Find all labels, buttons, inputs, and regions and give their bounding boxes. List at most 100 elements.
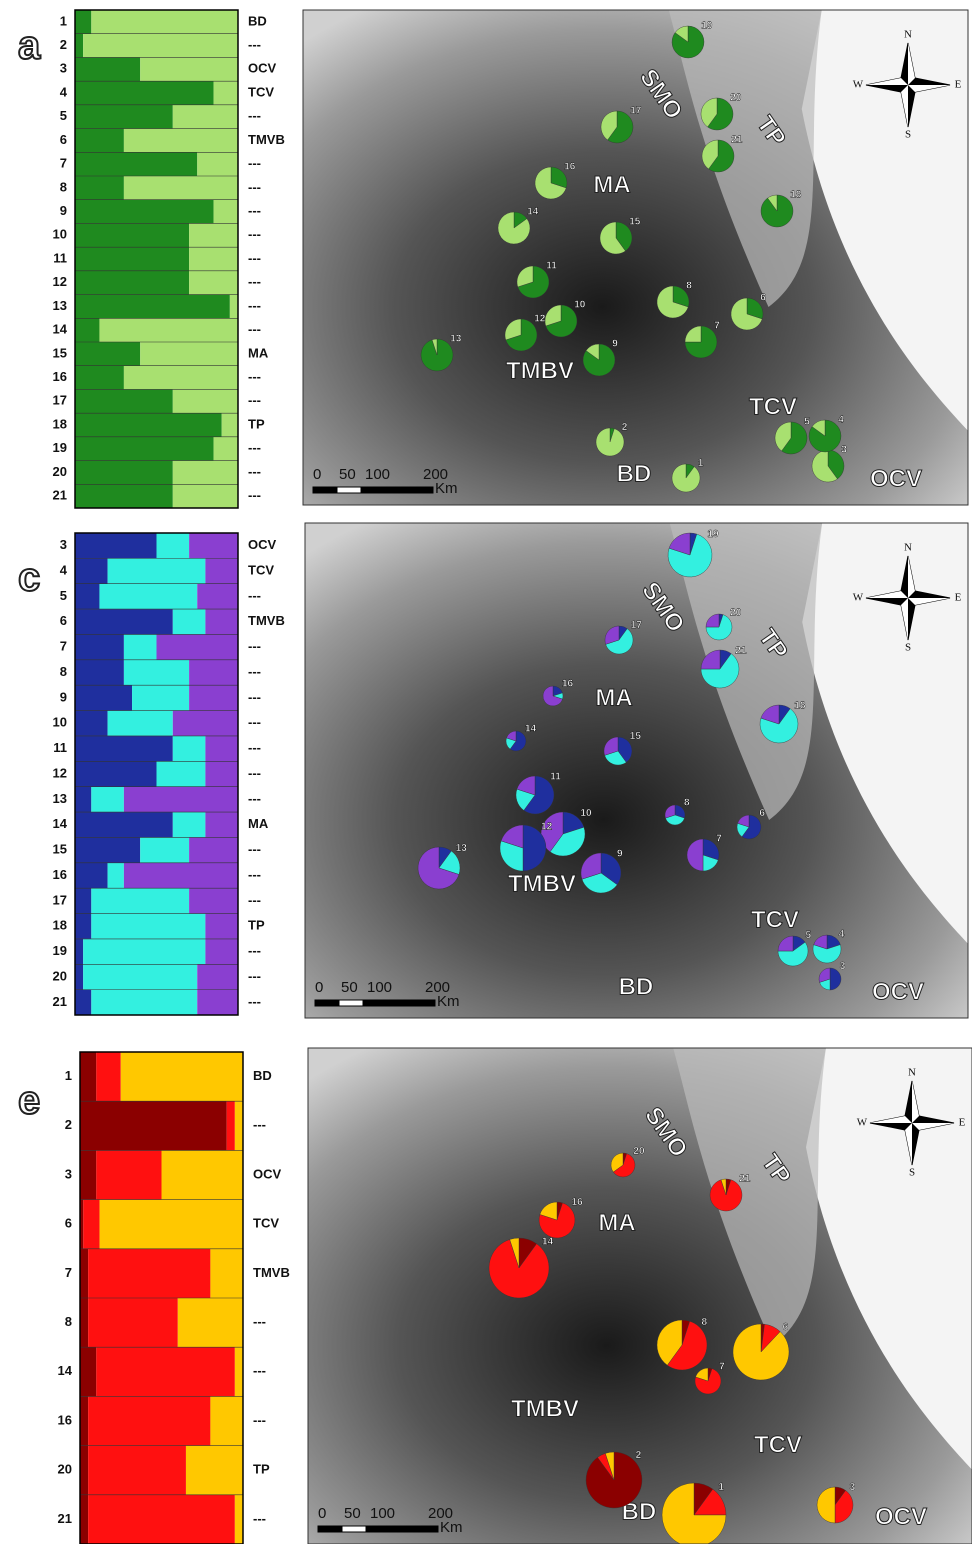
pop-number: 20 xyxy=(53,464,67,479)
ancestry-bar xyxy=(229,294,238,319)
ancestry-bar xyxy=(123,176,238,200)
ancestry-bar xyxy=(75,484,173,508)
pie-slice xyxy=(613,1153,636,1178)
group-label: --- xyxy=(248,250,261,265)
group-label: TP xyxy=(253,1462,270,1477)
pie-slice xyxy=(550,166,568,189)
pie-number: 8 xyxy=(684,798,690,809)
ancestry-bar xyxy=(107,710,173,736)
pie-slice xyxy=(505,318,538,352)
pop-number: 16 xyxy=(53,867,67,882)
pie-slice xyxy=(544,304,562,327)
ancestry-bar xyxy=(156,634,238,660)
pie-number: 6 xyxy=(759,808,765,819)
pie-slice xyxy=(605,1451,615,1481)
group-label: --- xyxy=(253,1117,266,1132)
pie-slice xyxy=(585,343,600,361)
ancestry-bar xyxy=(210,1396,243,1446)
pop-number: 18 xyxy=(53,918,67,933)
pie-slice xyxy=(705,614,733,641)
pop-number: 8 xyxy=(65,1314,72,1329)
pie-number: 12 xyxy=(534,313,546,324)
pop-number: 6 xyxy=(60,132,67,147)
bar-frame xyxy=(74,9,239,509)
ancestry-bar xyxy=(75,812,173,838)
ancestry-bar xyxy=(91,989,198,1015)
ancestry-bar xyxy=(197,989,238,1015)
pop-number: 12 xyxy=(53,765,67,780)
region-label: TMBV xyxy=(511,1395,579,1422)
ancestry-bar xyxy=(185,1445,243,1495)
group-label: --- xyxy=(248,588,261,603)
pop-number: 10 xyxy=(53,715,67,730)
pie-slice xyxy=(746,297,764,320)
region-label: OCV xyxy=(870,465,922,492)
pop-number: 14 xyxy=(53,322,68,337)
ancestry-bar xyxy=(156,533,190,559)
ancestry-bar xyxy=(88,1445,186,1495)
scale-segment xyxy=(336,486,362,494)
scale-label: 50 xyxy=(344,1505,361,1522)
ancestry-bar xyxy=(213,81,238,105)
pie-number: 17 xyxy=(630,105,642,116)
region-label: MA xyxy=(595,684,632,711)
pie-number: 14 xyxy=(525,724,537,735)
pie-slice xyxy=(829,967,842,991)
ancestry-bar xyxy=(140,57,238,82)
group-label: --- xyxy=(248,322,261,337)
scale-label: 50 xyxy=(339,466,356,483)
pop-number: 11 xyxy=(53,250,67,265)
ancestry-bar xyxy=(234,1347,243,1397)
pop-number: 7 xyxy=(60,639,67,654)
pie-number: 21 xyxy=(739,1173,751,1184)
compass-letter: W xyxy=(853,79,864,91)
group-label: TMVB xyxy=(248,613,285,628)
compass-letter: E xyxy=(955,79,962,91)
ancestry-bar xyxy=(213,199,238,224)
ancestry-bar xyxy=(75,342,141,366)
ancestry-bar xyxy=(210,1248,243,1298)
pie-number: 7 xyxy=(714,320,720,331)
ancestry-bar xyxy=(75,837,141,863)
ancestry-bar xyxy=(75,989,92,1015)
ancestry-bar xyxy=(177,1298,243,1348)
ancestry-bar xyxy=(83,938,206,965)
ancestry-bar xyxy=(189,659,238,686)
pie-slice xyxy=(661,1482,727,1548)
ancestry-bar xyxy=(88,1396,211,1446)
pie-slice xyxy=(700,653,740,689)
ancestry-bar xyxy=(75,634,124,660)
ancestry-bar xyxy=(107,862,124,889)
compass-letter: S xyxy=(905,129,911,141)
ancestry-bar xyxy=(80,1248,89,1298)
pie-slice xyxy=(603,736,619,756)
ancestry-bar xyxy=(120,1052,243,1102)
scale-segment xyxy=(365,1525,439,1533)
pop-number: 2 xyxy=(60,37,67,52)
region-label: BD xyxy=(617,460,652,487)
pie-number: 2 xyxy=(636,1450,642,1461)
pie-slice xyxy=(500,824,524,849)
ancestry-bar xyxy=(75,270,190,295)
pop-number: 4 xyxy=(60,84,68,99)
pie-number: 15 xyxy=(629,216,641,227)
group-label: --- xyxy=(248,179,261,194)
pie-slice xyxy=(684,325,718,359)
ancestry-bar xyxy=(83,33,239,58)
group-label: --- xyxy=(248,791,261,806)
pie-slice xyxy=(812,944,842,964)
group-label: OCV xyxy=(253,1166,282,1181)
compass-letter: S xyxy=(905,642,911,654)
region-label: BD xyxy=(619,973,654,1000)
pop-number: 10 xyxy=(53,227,67,242)
ancestry-bar xyxy=(189,837,238,863)
group-label: --- xyxy=(248,369,261,384)
compass-letter: N xyxy=(904,29,912,41)
pop-number: 11 xyxy=(53,740,67,755)
ancestry-bar xyxy=(75,33,84,58)
ancestry-bar xyxy=(172,735,206,762)
group-label: --- xyxy=(248,37,261,52)
scale-segment xyxy=(341,1525,367,1533)
ancestry-bar xyxy=(75,318,100,342)
pie-slice xyxy=(694,1368,722,1395)
